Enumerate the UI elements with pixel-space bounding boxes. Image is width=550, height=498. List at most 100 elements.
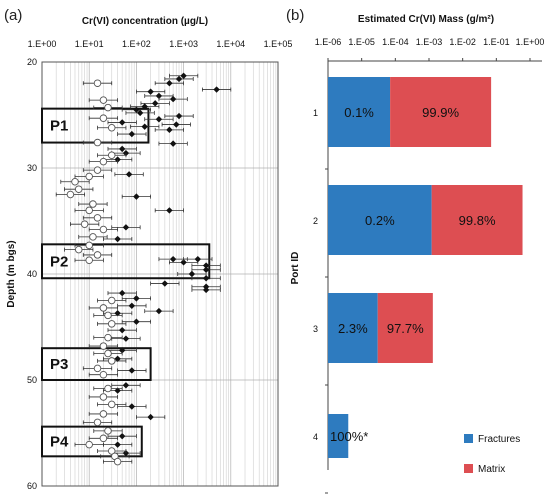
data-point-circle (93, 79, 102, 87)
chart-b-x-ticks: 1.E-06 1.E-05 1.E-04 1.E-03 1.E-02 1.E-01 1.E+… (315, 37, 544, 61)
data-point-diamond (202, 275, 210, 282)
data-point-diamond (141, 123, 148, 130)
y-tick-label: 2 (313, 216, 318, 226)
data-point-diamond (161, 280, 169, 287)
chart-a-x-ticks: 1.E+00 1.E+01 1.E+02 1.E+03 1.E+04 1.E+05 (28, 39, 293, 49)
data-point-diamond (125, 171, 133, 178)
data-point-circle (107, 151, 116, 160)
data-point-circle (104, 384, 112, 393)
data-point-circle (85, 206, 93, 215)
data-point-circle (104, 311, 112, 320)
data-point-circle (99, 393, 108, 401)
data-point-circle (93, 364, 102, 373)
port-box-label: P4 (50, 433, 69, 450)
x-tick-label: 1.E+03 (169, 39, 198, 49)
data-point-diamond (118, 119, 126, 126)
data-point-diamond (118, 145, 126, 153)
bar-segment (328, 293, 378, 363)
x-tick-label: 1.E-01 (483, 37, 510, 47)
data-point-diamond (173, 121, 180, 128)
data-point-diamond (202, 262, 210, 269)
bar-data-label: 99.8% (459, 213, 496, 228)
data-point-diamond (155, 92, 163, 100)
chart-b-bars: 1 0.1% 99.9% 2 0.2% 99.8% 3 2.3% 97.7% 4 100%* (313, 77, 523, 494)
data-point-circle (104, 427, 112, 435)
data-point-circle (99, 225, 108, 234)
y-tick-label: 30 (27, 163, 37, 173)
bar-data-label: 0.2% (365, 213, 395, 228)
legend-swatch (464, 464, 473, 473)
x-tick-label: 1.E-03 (416, 37, 443, 47)
y-tick-label: 1 (313, 108, 318, 118)
panel-a-label: (a) (4, 7, 22, 24)
data-point-diamond (202, 266, 210, 273)
panel-b-label: (b) (286, 7, 304, 24)
data-point-circle (104, 103, 112, 112)
data-point-diamond (128, 302, 136, 309)
data-point-diamond (118, 326, 126, 334)
data-point-diamond (122, 382, 130, 389)
data-point-diamond (147, 88, 154, 95)
y-tick-label: 4 (313, 432, 318, 442)
data-point-diamond (166, 80, 173, 87)
y-tick-label: 60 (27, 481, 37, 491)
x-tick-label: 1.E-04 (382, 37, 409, 47)
data-point-circle (107, 320, 116, 328)
data-point-diamond (133, 106, 140, 113)
x-tick-label: 1.E-05 (348, 37, 375, 47)
y-tick-label: 3 (313, 324, 318, 334)
data-point-diamond (175, 75, 183, 83)
x-tick-label: 1.E-06 (315, 37, 342, 47)
port-box-label: P1 (50, 118, 68, 135)
data-point-circle (107, 357, 116, 365)
data-point-circle (107, 400, 116, 409)
data-point-circle (99, 157, 108, 166)
chart-a-xlabel: Cr(VI) concentration (µg/L) (82, 16, 208, 27)
data-point-diamond (141, 103, 148, 110)
data-point-diamond (128, 130, 136, 138)
bar-segment (328, 185, 432, 255)
bar-segment (431, 185, 523, 255)
port-box (41, 347, 152, 382)
data-point-circle (74, 185, 83, 193)
data-point-diamond (202, 286, 210, 294)
bar-data-label: 97.7% (387, 321, 424, 336)
data-point-diamond (213, 86, 220, 93)
data-point-circle (107, 296, 116, 305)
data-point-diamond (166, 207, 173, 214)
data-point-diamond (114, 156, 121, 163)
data-point-circle (89, 233, 97, 241)
data-point-diamond (169, 140, 177, 147)
x-tick-label: 1.E+01 (75, 39, 104, 49)
bar-segment (390, 77, 492, 147)
x-tick-label: 1.E+00 (28, 39, 57, 49)
chart-b-legend: Fractures Matrix (464, 434, 520, 475)
data-point-diamond (133, 318, 140, 325)
data-point-diamond (122, 224, 130, 231)
data-point-diamond (169, 255, 177, 263)
data-point-circle (99, 370, 108, 379)
data-point-circle (99, 410, 108, 418)
data-point-circle (66, 190, 75, 199)
data-point-diamond (114, 387, 121, 394)
port-box-label: P2 (50, 253, 68, 270)
data-point-diamond (133, 193, 140, 200)
data-point-circle (93, 251, 102, 259)
data-point-circle (93, 166, 102, 174)
data-point-circle (99, 304, 108, 312)
data-point-circle (93, 138, 102, 147)
data-point-circle (85, 256, 93, 264)
data-point-diamond (114, 355, 121, 362)
bar-segment (328, 414, 349, 458)
data-point-circle (113, 457, 122, 466)
data-point-circle (85, 172, 93, 181)
data-point-circle (85, 440, 93, 449)
x-tick-label: 1.E+05 (264, 39, 293, 49)
data-point-diamond (194, 255, 202, 263)
data-point-diamond (133, 295, 140, 302)
data-point-circle (107, 123, 116, 132)
data-point-circle (89, 200, 97, 208)
data-point-diamond (114, 310, 121, 317)
data-point-diamond (169, 95, 177, 103)
